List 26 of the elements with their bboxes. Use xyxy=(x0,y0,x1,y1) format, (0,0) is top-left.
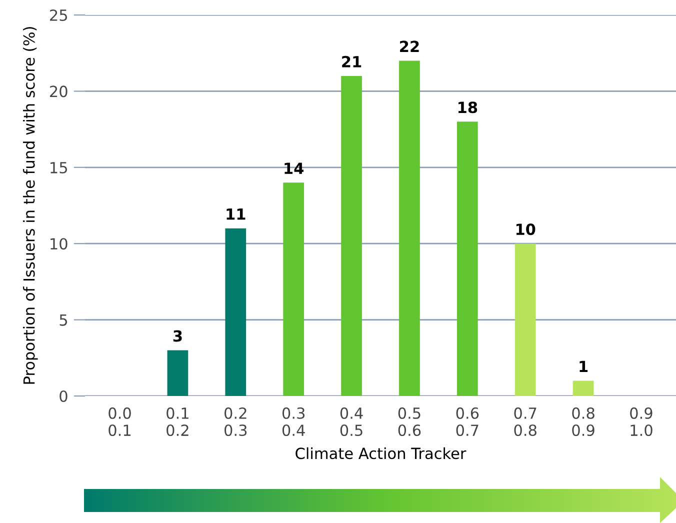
x-tick-label: 0.0 0.1 xyxy=(108,407,131,436)
y-tick-label: 15 xyxy=(50,162,67,174)
y-tick-label: 5 xyxy=(60,314,67,326)
data-label: 3 xyxy=(173,330,182,342)
x-tick-label: 0.8 0.9 xyxy=(572,407,594,436)
y-tick-label: 25 xyxy=(50,9,67,22)
x-tick-label: 0.6 0.7 xyxy=(456,407,479,436)
data-label: 22 xyxy=(400,40,419,52)
data-label: 11 xyxy=(226,208,246,220)
data-label: 18 xyxy=(458,102,478,114)
y-tick-label: 20 xyxy=(50,86,68,98)
data-label: 14 xyxy=(284,162,304,174)
x-tick-label: 0.5 0.6 xyxy=(398,407,421,436)
x-tick-label: 0.3 0.4 xyxy=(282,407,305,436)
x-tick-label: 0.2 0.3 xyxy=(224,407,247,436)
x-axis-title: Climate Action Tracker xyxy=(296,447,466,460)
data-label: 21 xyxy=(342,56,362,68)
x-tick-label: 0.4 0.5 xyxy=(340,407,363,436)
x-tick-label: 0.7 0.8 xyxy=(514,407,536,436)
data-label: 10 xyxy=(516,224,536,236)
x-tick-label: 0.1 0.2 xyxy=(166,407,188,436)
data-label: 1 xyxy=(580,360,588,372)
x-tick-label: 0.9 1.0 xyxy=(630,407,652,436)
y-axis-title: Proportion of Issuers in the fund with score (%) xyxy=(22,27,38,384)
y-tick-label: 0 xyxy=(60,390,68,402)
y-tick-label: 10 xyxy=(50,238,68,250)
